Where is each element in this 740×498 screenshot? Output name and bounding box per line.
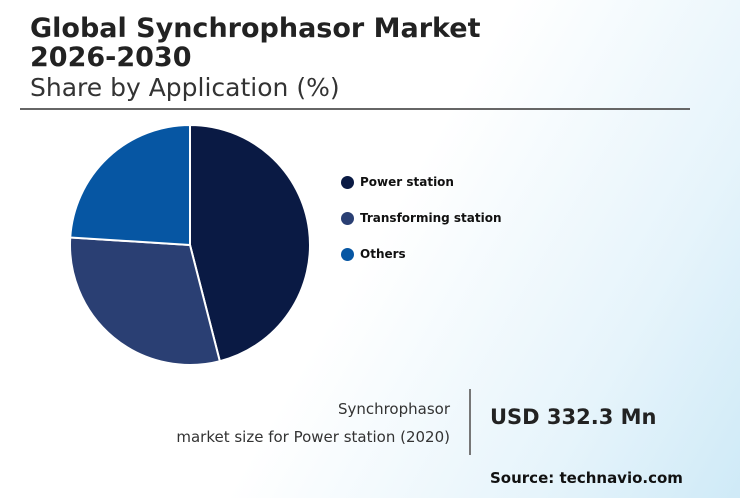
annotation-label: market size for Power station (2020) xyxy=(176,428,450,446)
annotation-value: USD 332.3 Mn xyxy=(490,405,657,429)
legend-swatch xyxy=(341,247,354,261)
legend-label: Others xyxy=(360,247,406,261)
legend-swatch xyxy=(341,175,354,189)
legend-label: Power station xyxy=(360,175,454,189)
pie-slice xyxy=(69,236,222,366)
pie-slice xyxy=(69,123,191,247)
divider xyxy=(20,108,690,110)
legend-item: Power station xyxy=(341,175,454,189)
separator xyxy=(469,389,471,455)
chart-subtitle: Share by Application (%) xyxy=(30,73,340,102)
pie-slice xyxy=(189,123,311,363)
legend-item: Transforming station xyxy=(341,211,502,225)
legend-item: Others xyxy=(341,247,406,261)
source: Source: technavio.com xyxy=(490,469,683,487)
chart-title: Global Synchrophasor Market 2026-2030 xyxy=(30,13,481,73)
annotation-label: Synchrophasor xyxy=(337,400,450,418)
legend-label: Transforming station xyxy=(360,211,502,225)
legend-swatch xyxy=(341,211,354,225)
